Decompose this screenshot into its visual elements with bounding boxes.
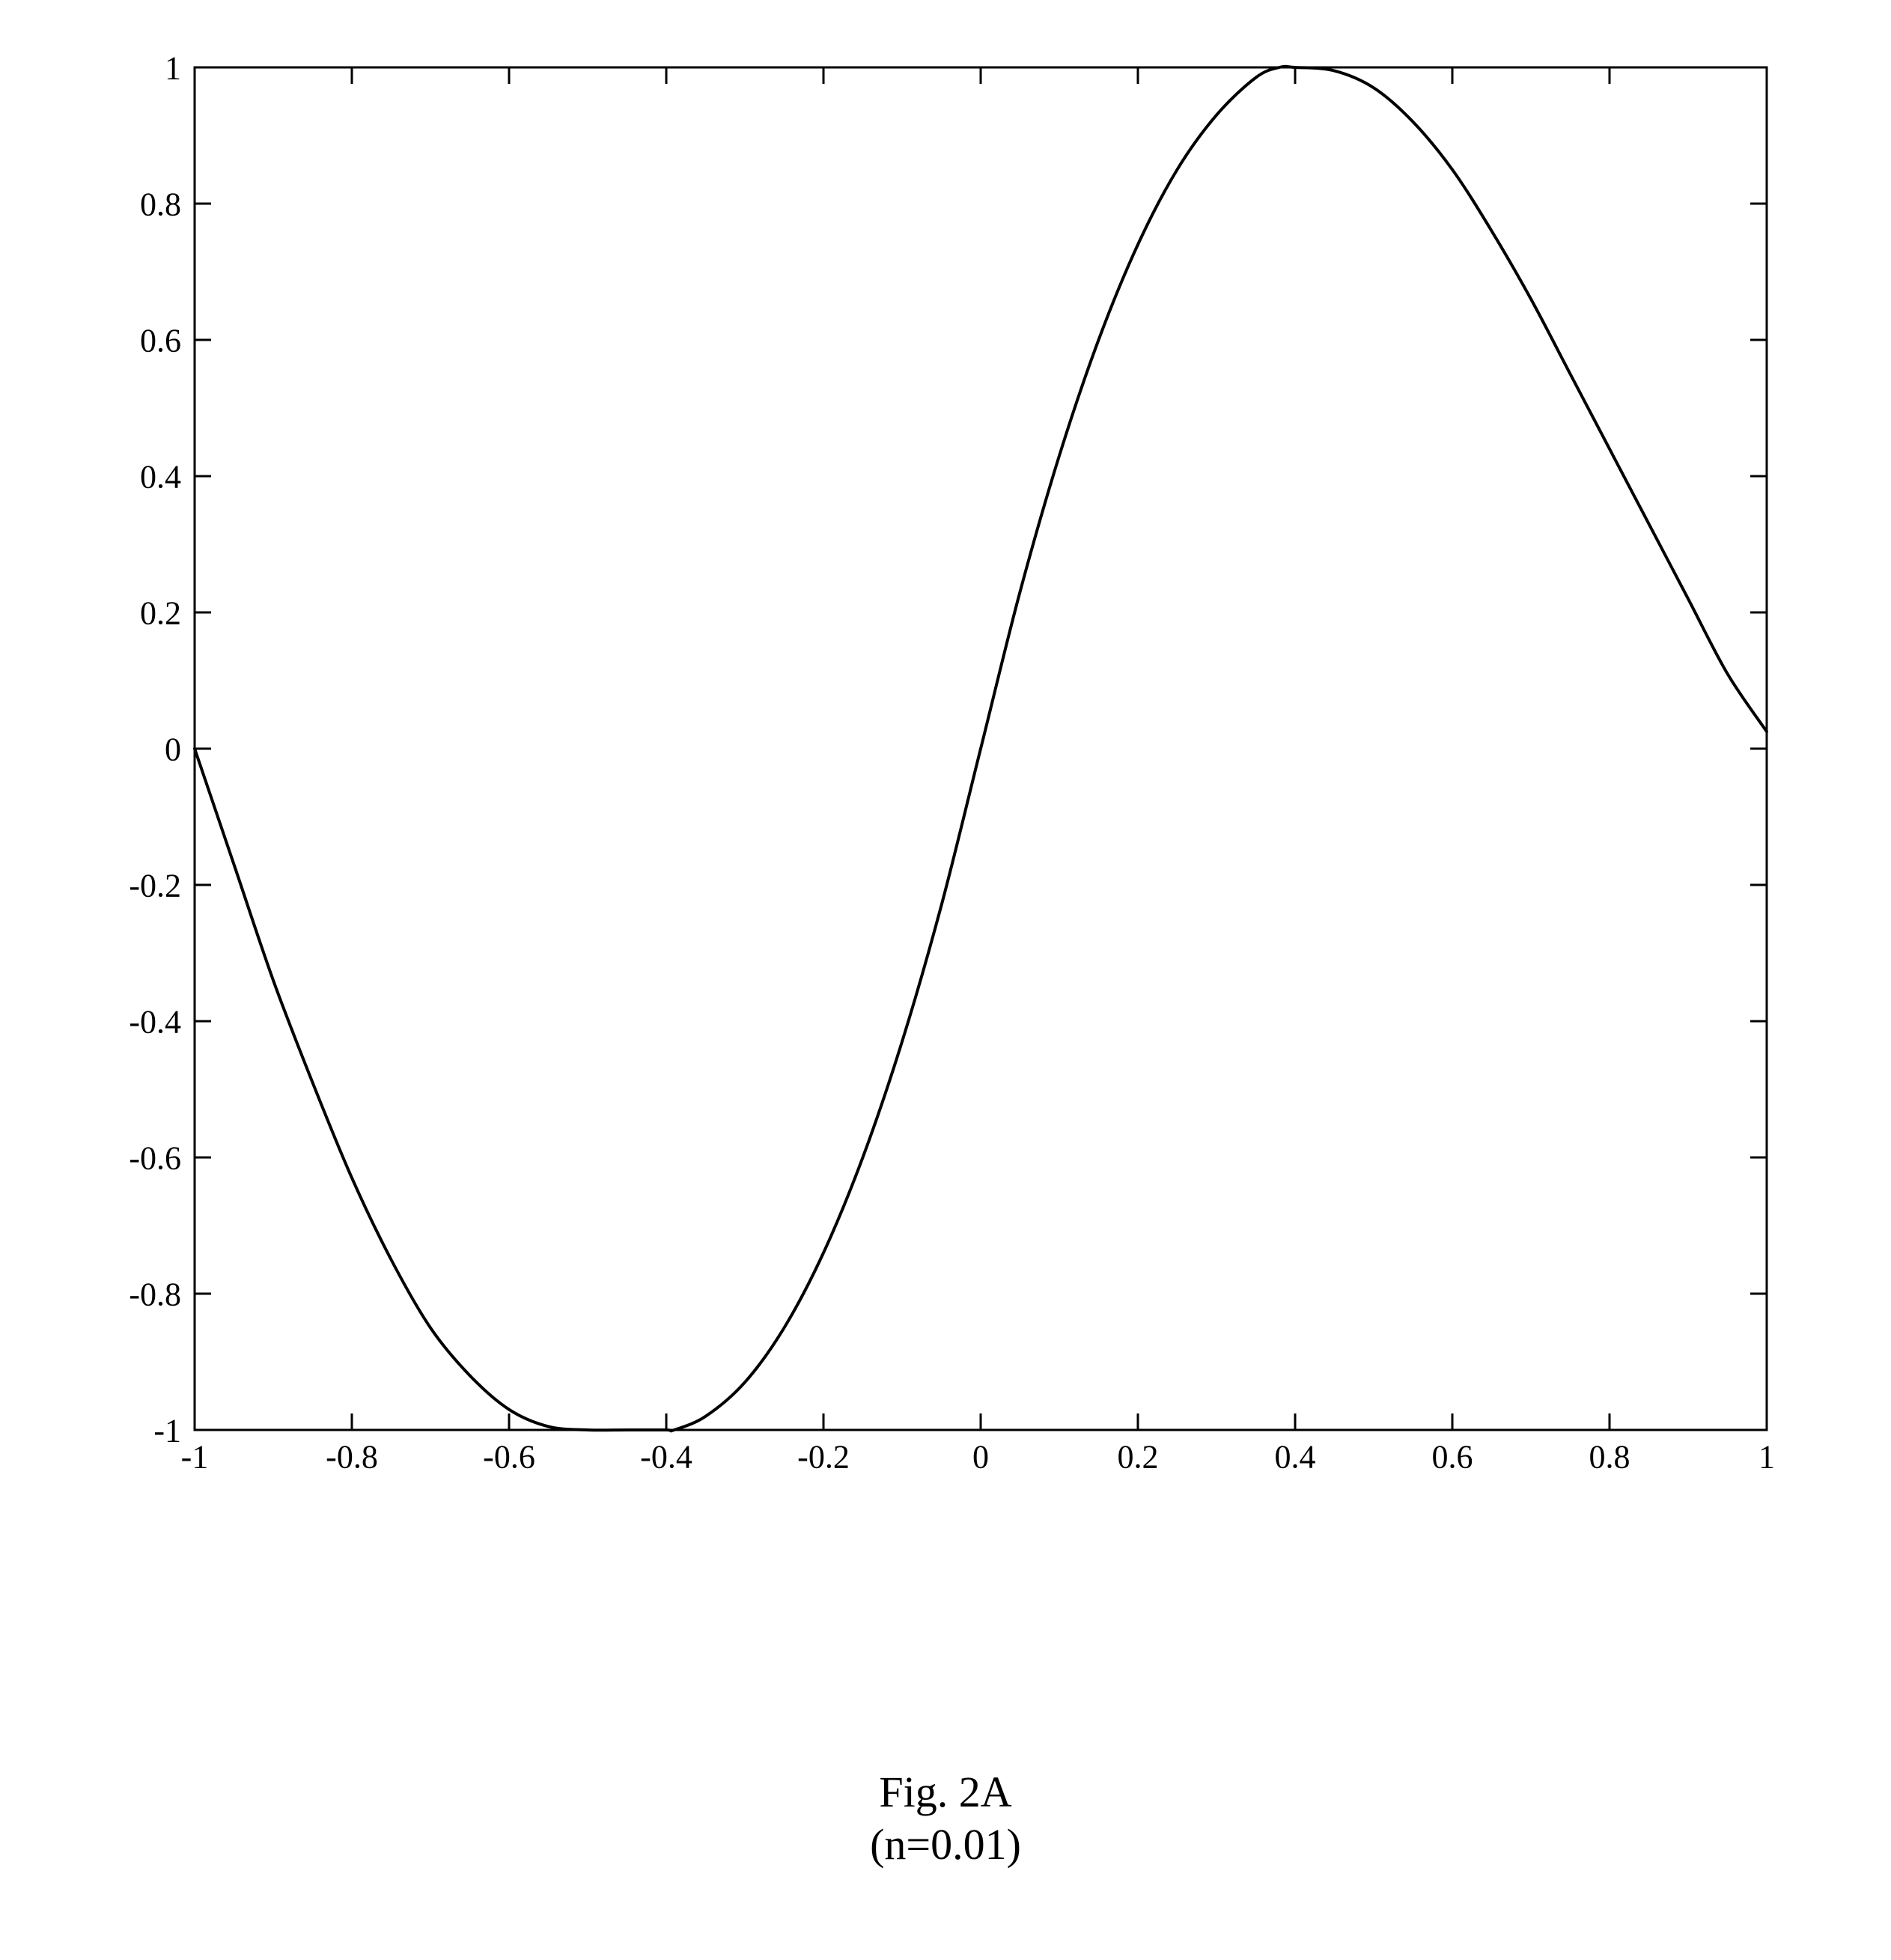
chart-container: -1 -0.8 -0.6 -0.4 -0.2 0 0.2 0.4 0.6 0.8 1 -1 -0.8 -0… xyxy=(82,45,1816,1512)
x-tick-label: 0.6 xyxy=(1432,1439,1473,1476)
x-tick-label: 1 xyxy=(1758,1439,1775,1476)
y-tick-label: 0.2 xyxy=(140,594,181,631)
x-tick-label: -0.4 xyxy=(640,1439,692,1476)
figure-caption-line2: (n=0.01) xyxy=(0,1819,1891,1869)
x-tick-label: 0.4 xyxy=(1275,1439,1316,1476)
y-tick-label: 0.4 xyxy=(140,458,181,495)
x-tick-label: -0.6 xyxy=(483,1439,535,1476)
y-tick-label: 0 xyxy=(165,731,181,767)
page: -1 -0.8 -0.6 -0.4 -0.2 0 0.2 0.4 0.6 0.8 1 -1 -0.8 -0… xyxy=(0,0,1891,1960)
x-tick-label: -0.8 xyxy=(326,1439,378,1476)
x-tick-label: 0.8 xyxy=(1589,1439,1630,1476)
x-tick-label: 0.2 xyxy=(1118,1439,1159,1476)
y-tick-label: -0.2 xyxy=(129,867,181,904)
y-tick-label: -1 xyxy=(153,1412,181,1449)
y-tick-label: -0.6 xyxy=(129,1139,181,1176)
line-chart: -1 -0.8 -0.6 -0.4 -0.2 0 0.2 0.4 0.6 0.8 1 -1 -0.8 -0… xyxy=(82,45,1816,1512)
y-tick-label: 0.6 xyxy=(140,322,181,359)
y-tick-label: -0.4 xyxy=(129,1003,181,1040)
x-tick-label: -0.2 xyxy=(797,1439,850,1476)
y-tick-label: 1 xyxy=(165,49,181,86)
y-tick-label: -0.8 xyxy=(129,1276,181,1312)
x-tick-label: -1 xyxy=(181,1439,209,1476)
figure-caption-line1: Fig. 2A xyxy=(0,1767,1891,1817)
y-tick-label: 0.8 xyxy=(140,186,181,222)
x-tick-label: 0 xyxy=(972,1439,989,1476)
